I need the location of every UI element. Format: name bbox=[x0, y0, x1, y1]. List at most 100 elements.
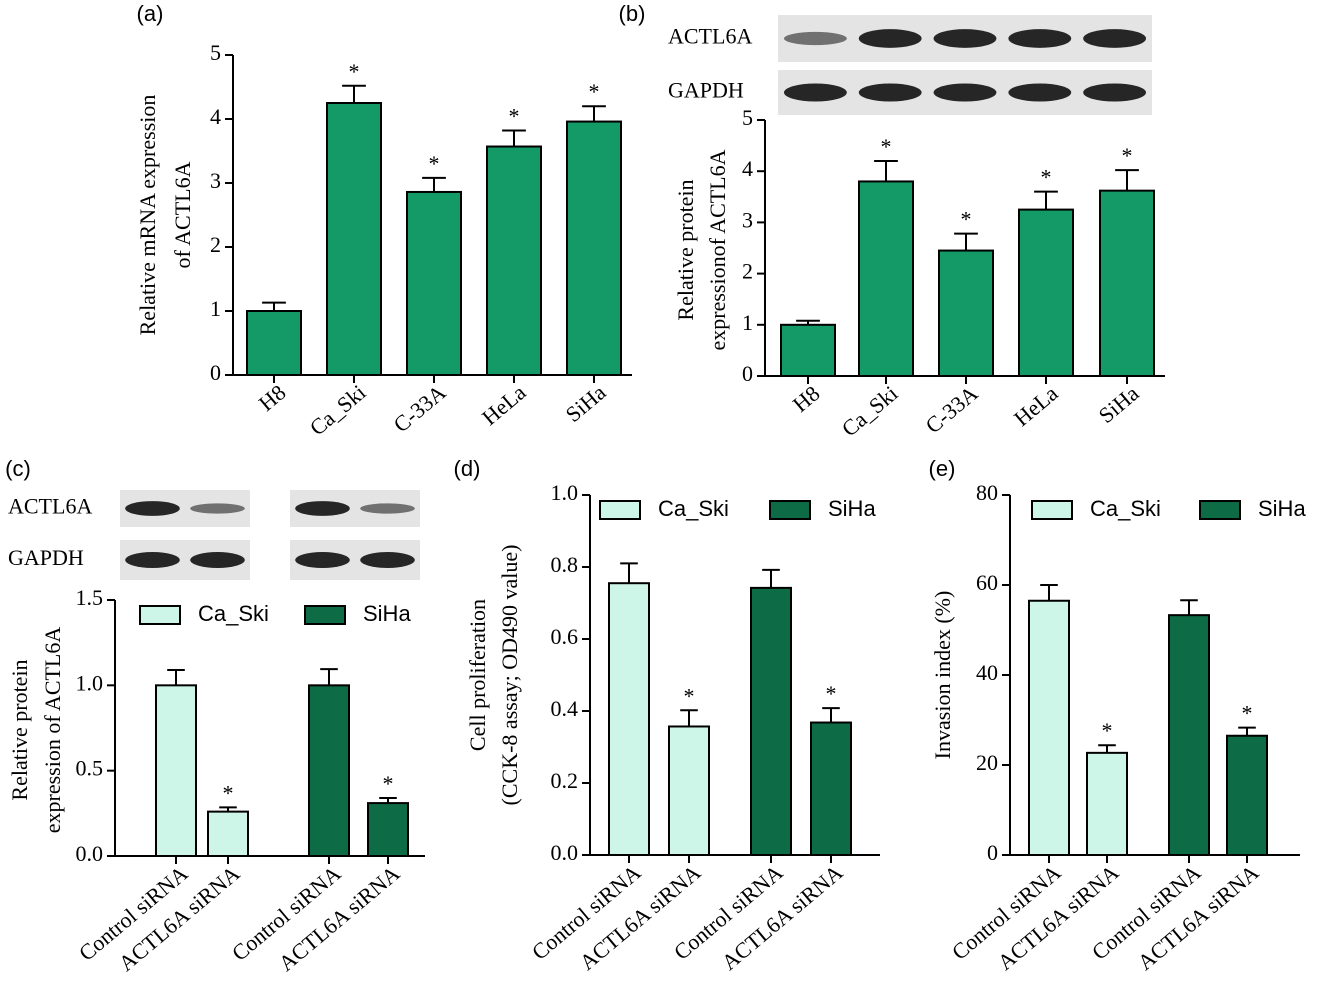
blot-band bbox=[1083, 83, 1147, 102]
y-tick-label: 0 bbox=[987, 840, 998, 865]
y-axis-label: expressionof ACTL6A bbox=[705, 149, 730, 350]
legend-swatch bbox=[304, 605, 346, 625]
bar bbox=[566, 120, 622, 376]
y-tick-label: 2 bbox=[742, 259, 753, 284]
legend-swatch bbox=[1199, 500, 1241, 520]
y-tick-label: 0 bbox=[210, 360, 221, 385]
bar bbox=[1086, 751, 1128, 856]
legend-swatch bbox=[599, 500, 641, 520]
blot-band bbox=[295, 501, 350, 516]
y-tick-label: 40 bbox=[976, 660, 998, 685]
x-tick-label: H8 bbox=[788, 381, 825, 417]
panel-label: (e) bbox=[929, 456, 956, 481]
y-tick-label: 5 bbox=[210, 40, 221, 65]
y-tick-label: 1.0 bbox=[76, 670, 104, 695]
blot-label: GAPDH bbox=[8, 545, 84, 570]
blot-band bbox=[360, 552, 415, 568]
legend-label: Ca_Ski bbox=[198, 601, 269, 626]
y-tick-label: 0.8 bbox=[551, 552, 579, 577]
x-tick-label: HeLa bbox=[477, 379, 531, 430]
y-tick-label: 80 bbox=[976, 480, 998, 505]
bar bbox=[406, 190, 462, 376]
bar bbox=[246, 310, 302, 376]
legend-swatch bbox=[1031, 500, 1073, 520]
bar bbox=[938, 249, 994, 377]
legend-label: SiHa bbox=[1258, 496, 1306, 521]
blot-band bbox=[125, 552, 180, 568]
bar bbox=[1099, 189, 1155, 377]
bar bbox=[1028, 599, 1070, 856]
bar bbox=[668, 725, 710, 856]
x-tick-label: C-33A bbox=[389, 379, 451, 437]
y-tick-label: 0.0 bbox=[551, 840, 579, 865]
x-tick-label: Ca_Ski bbox=[305, 380, 371, 441]
y-axis-label: expression of ACTL6A bbox=[40, 627, 65, 834]
legend-label: Ca_Ski bbox=[1090, 496, 1161, 521]
bar bbox=[810, 721, 852, 857]
y-axis-label: Relative mRNA expression bbox=[135, 95, 160, 336]
y-tick-label: 0.2 bbox=[551, 768, 579, 793]
significance-label: * bbox=[1122, 143, 1133, 168]
blot-band bbox=[783, 83, 847, 102]
y-tick-label: 3 bbox=[210, 168, 221, 193]
bar bbox=[1168, 614, 1210, 857]
y-tick-label: 60 bbox=[976, 570, 998, 595]
blot-band bbox=[858, 29, 922, 48]
x-tick-label: Ca_Ski bbox=[837, 381, 903, 442]
y-tick-label: 3 bbox=[742, 207, 753, 232]
significance-label: * bbox=[1102, 718, 1113, 743]
bar bbox=[1226, 734, 1268, 856]
y-tick-label: 1 bbox=[742, 310, 753, 335]
legend-label: SiHa bbox=[363, 601, 411, 626]
y-tick-label: 2 bbox=[210, 232, 221, 257]
blot-band bbox=[783, 31, 847, 46]
legend-label: Ca_Ski bbox=[658, 496, 729, 521]
significance-label: * bbox=[961, 207, 972, 232]
bar bbox=[326, 102, 382, 376]
legend-swatch bbox=[769, 500, 811, 520]
blot-band bbox=[190, 503, 245, 514]
panel-label: (a) bbox=[137, 1, 164, 26]
y-tick-label: 1.5 bbox=[76, 585, 104, 610]
blot-band bbox=[933, 29, 997, 48]
blot-label: ACTL6A bbox=[8, 494, 92, 519]
y-tick-label: 0.4 bbox=[551, 696, 579, 721]
bar bbox=[367, 802, 409, 857]
blot-label: GAPDH bbox=[668, 78, 744, 103]
x-tick-label: SiHa bbox=[1094, 380, 1144, 428]
y-tick-label: 0.0 bbox=[76, 841, 104, 866]
y-tick-label: 0.6 bbox=[551, 624, 579, 649]
blot-band bbox=[1008, 29, 1072, 48]
y-tick-label: 20 bbox=[976, 750, 998, 775]
panel-label: (b) bbox=[619, 1, 646, 26]
blot-band bbox=[1083, 29, 1147, 48]
bar bbox=[750, 586, 792, 856]
blot-label: ACTL6A bbox=[668, 24, 752, 49]
x-tick-label: H8 bbox=[254, 380, 291, 416]
significance-label: * bbox=[684, 683, 695, 708]
significance-label: * bbox=[1041, 165, 1052, 190]
bar bbox=[308, 684, 350, 857]
bar bbox=[1018, 208, 1074, 377]
blot-band bbox=[1008, 83, 1072, 102]
y-axis-label: Cell proliferation bbox=[465, 599, 490, 751]
significance-label: * bbox=[826, 681, 837, 706]
blot-band bbox=[190, 552, 245, 568]
y-tick-label: 0.5 bbox=[76, 756, 104, 781]
bar bbox=[207, 810, 249, 857]
panel-label: (c) bbox=[5, 456, 31, 481]
y-tick-label: 4 bbox=[742, 156, 753, 181]
significance-label: * bbox=[349, 59, 360, 84]
significance-label: * bbox=[429, 151, 440, 176]
significance-label: * bbox=[881, 134, 892, 159]
y-axis-label: of ACTL6A bbox=[170, 161, 195, 268]
legend-swatch bbox=[139, 605, 181, 625]
significance-label: * bbox=[589, 79, 600, 104]
y-tick-label: 1.0 bbox=[551, 480, 579, 505]
blot-band bbox=[933, 83, 997, 102]
x-tick-label: SiHa bbox=[561, 379, 611, 427]
y-axis-label: Relative protein bbox=[673, 179, 698, 320]
panel-label: (d) bbox=[454, 456, 481, 481]
bar bbox=[858, 180, 914, 377]
